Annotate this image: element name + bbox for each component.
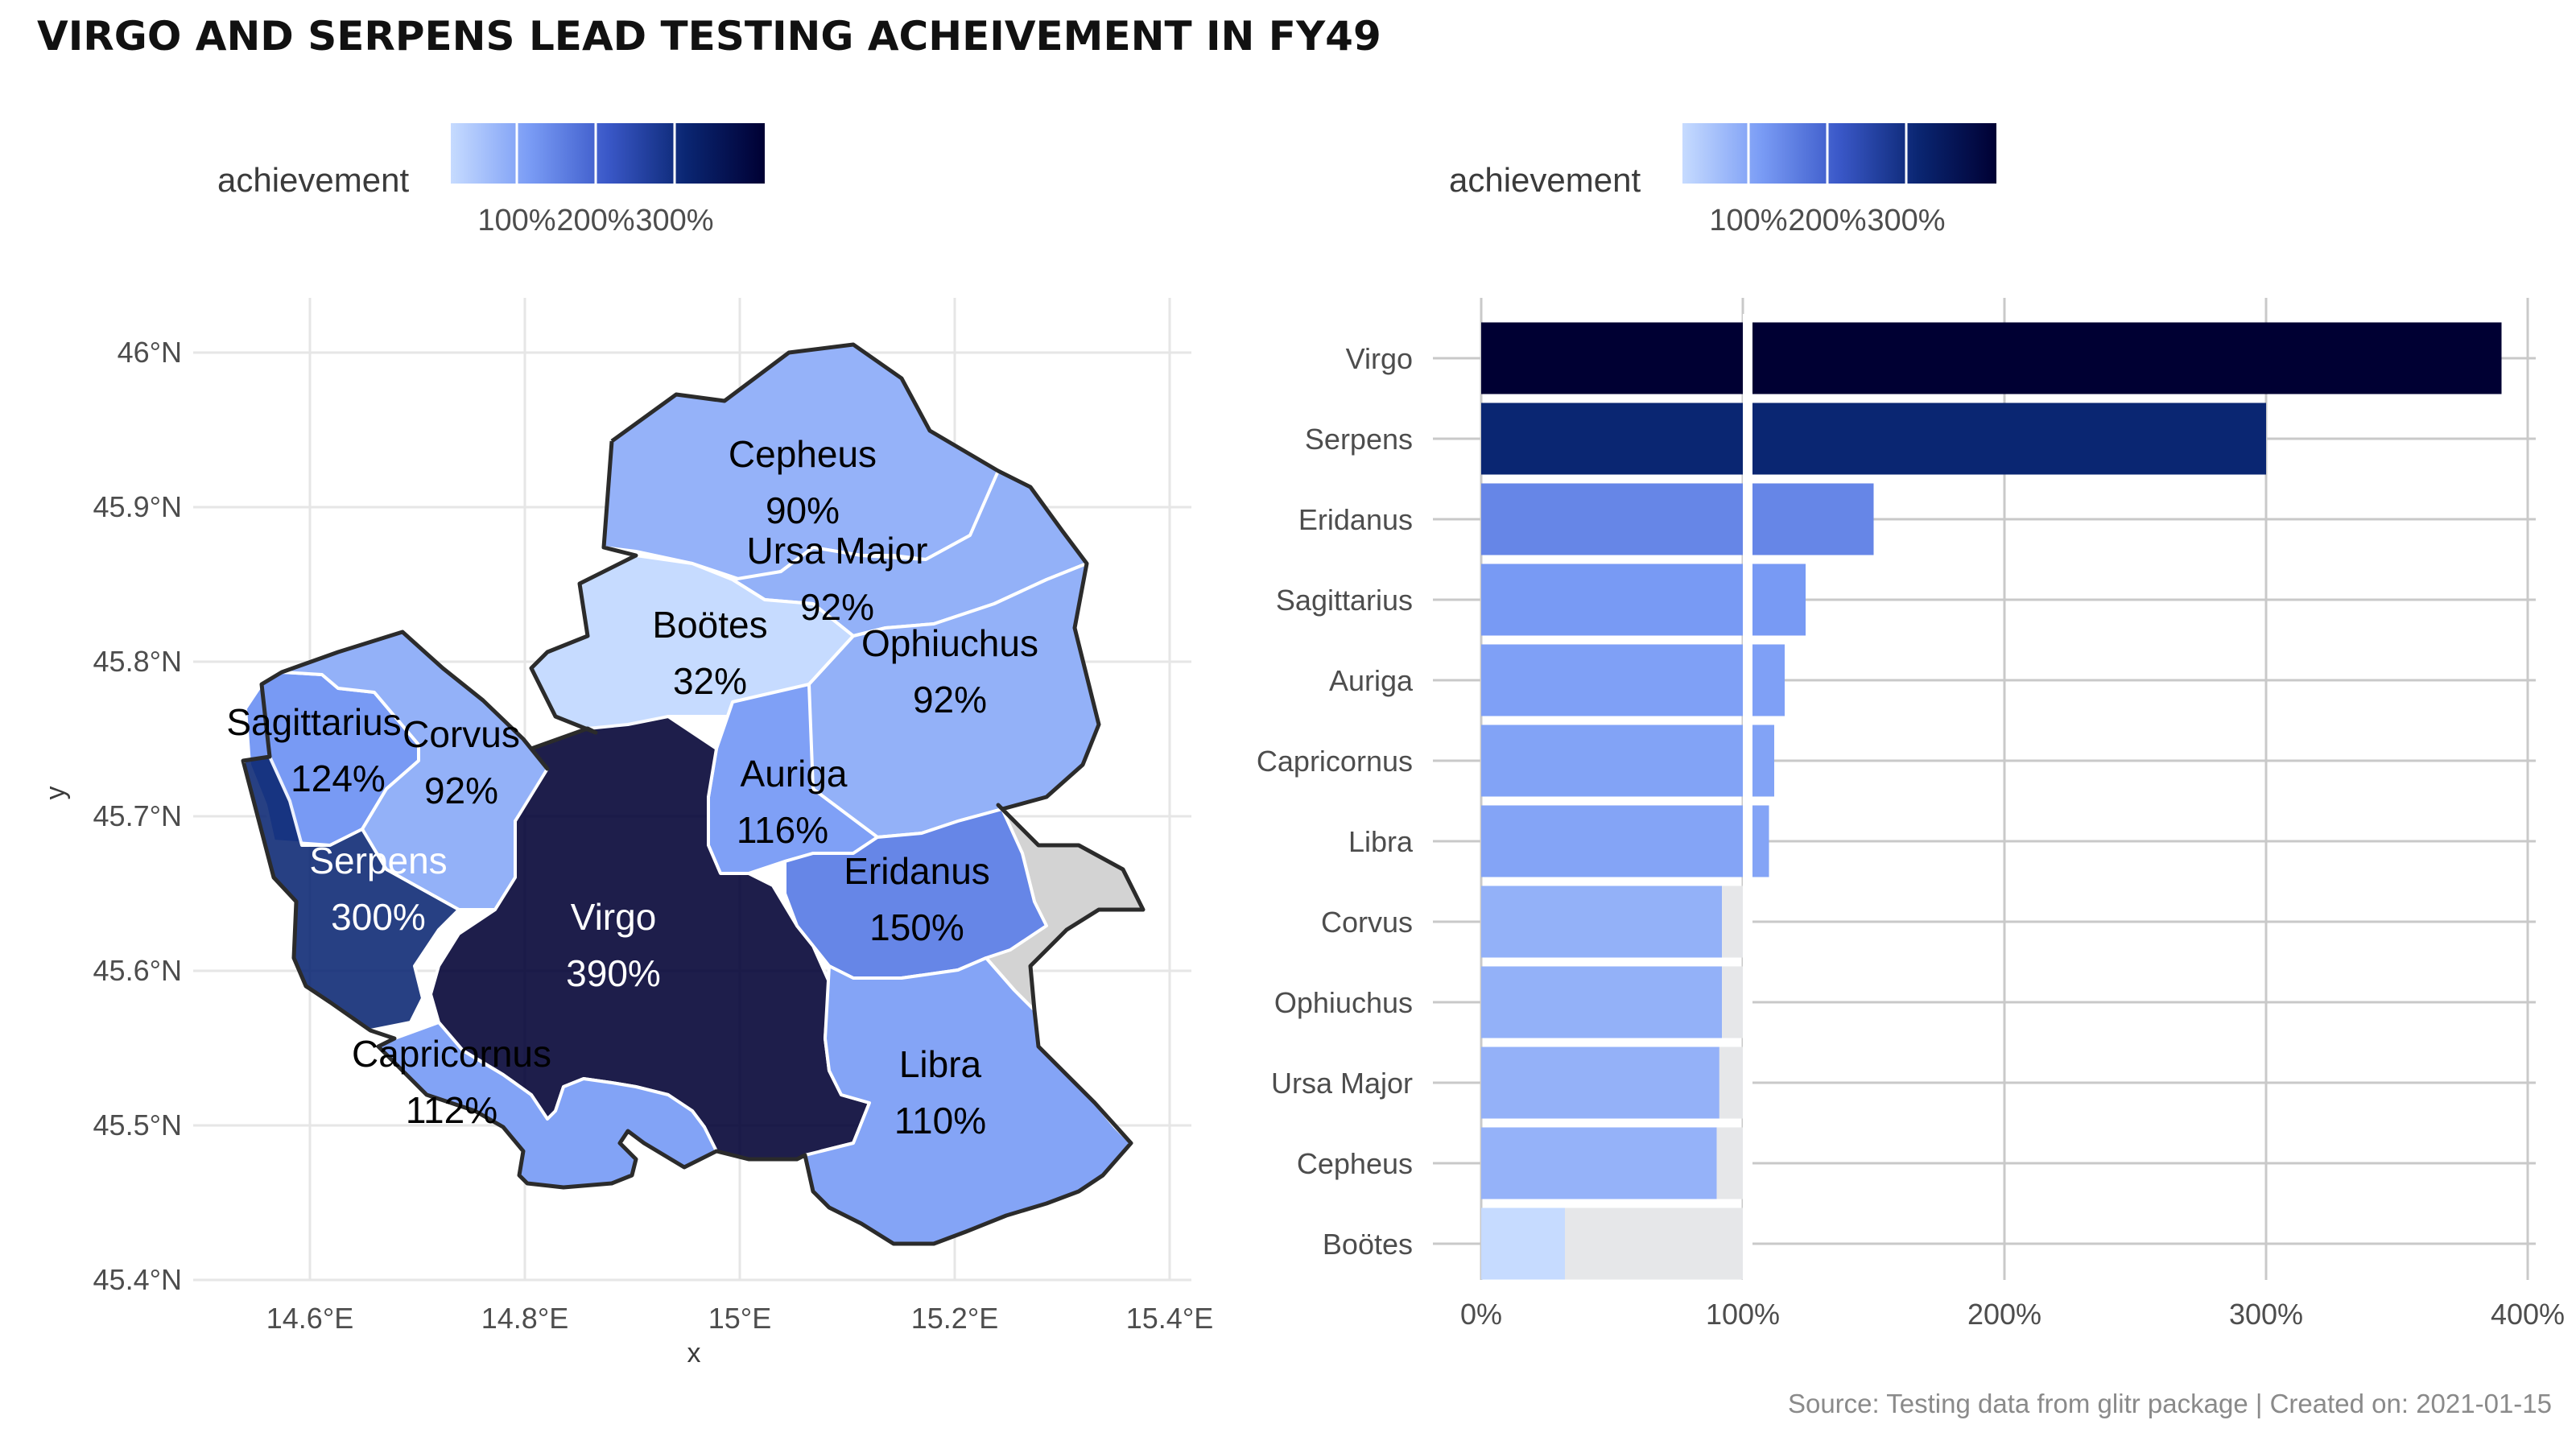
bar-category-label: Virgo (1346, 342, 1413, 375)
region-value-label: 92% (424, 770, 498, 811)
map-region-labels: Cepheus 90% Ursa Major 92% Boötes 32% Op… (226, 433, 1038, 1141)
map-legend-title: achievement (217, 161, 409, 199)
bar-marks (1481, 314, 2502, 1288)
region-value-label: 390% (566, 952, 661, 994)
bar-legend-tick: 200% (1788, 204, 1866, 237)
bar-legend-tick: 300% (1867, 204, 1945, 237)
region-value-label: 112% (406, 1089, 497, 1131)
bar-category-label: Libra (1348, 825, 1414, 858)
map-x-tick: 15.2°E (911, 1302, 998, 1335)
bar (1481, 1127, 1717, 1199)
region-name-label: Capricornus (352, 1033, 551, 1075)
bar (1481, 886, 1722, 958)
bar (1481, 1046, 1719, 1119)
region-name-label: Sagittarius (226, 701, 401, 743)
map-y-tick: 46°N (118, 336, 182, 369)
bar-category-label: Auriga (1329, 664, 1414, 697)
map-x-tick: 15°E (708, 1302, 771, 1335)
bar (1481, 564, 1806, 636)
chart-title: VIRGO AND SERPENS LEAD TESTING ACHEIVEME… (37, 13, 1381, 60)
map-legend: achievement 100% 200% 300% (217, 123, 765, 237)
bar-x-tick: 0% (1460, 1298, 1502, 1331)
bar (1481, 644, 1785, 716)
region-name-label: Auriga (741, 753, 848, 795)
bar-category-label: Ophiuchus (1274, 986, 1413, 1019)
bar-legend: achievement 100% 200% 300% (1449, 123, 1996, 237)
bar-category-label: Serpens (1305, 423, 1413, 456)
bar-panel: achievement 100% 200% 300% Virgo Serpens E… (1257, 123, 2565, 1331)
region-value-label: 32% (673, 660, 747, 702)
region-value-label: 150% (869, 906, 964, 948)
region-value-label: 116% (737, 809, 828, 851)
region-name-label: Ophiuchus (861, 622, 1038, 664)
map-outer-border (241, 342, 1146, 1246)
region-value-label: 90% (766, 489, 840, 531)
region-name-label: Virgo (571, 896, 657, 938)
bar (1481, 402, 2266, 475)
bar (1481, 805, 1769, 877)
map-legend-tick: 200% (556, 204, 634, 237)
region-value-label: 92% (800, 586, 874, 628)
bar-x-tick: 100% (1706, 1298, 1780, 1331)
map-y-tick: 45.7°N (93, 799, 182, 832)
map-x-tick: 14.6°E (266, 1302, 353, 1335)
map-x-axis-title: x (687, 1338, 701, 1368)
bar-x-axis: 0% 100% 200% 300% 400% (1460, 1298, 2565, 1331)
map-y-tick: 45.5°N (93, 1108, 182, 1141)
map-y-axis-title: y (40, 786, 71, 800)
map-y-tick: 45.8°N (93, 645, 182, 678)
bar-category-label: Corvus (1321, 906, 1413, 939)
map-x-axis: 14.6°E 14.8°E 15°E 15.2°E 15.4°E x (266, 1302, 1213, 1368)
map-x-tick: 14.8°E (481, 1302, 568, 1335)
bar-x-tick: 400% (2491, 1298, 2565, 1331)
map-y-tick: 45.6°N (93, 954, 182, 987)
map-y-tick: 45.9°N (93, 490, 182, 523)
region-value-label: 92% (913, 679, 987, 720)
map-x-tick: 15.4°E (1126, 1302, 1213, 1335)
map-y-axis: 46°N 45.9°N 45.8°N 45.7°N 45.6°N 45.5°N … (40, 336, 182, 1296)
bar-category-label: Eridanus (1298, 503, 1413, 536)
bar (1481, 1208, 1565, 1280)
map-y-tick: 45.4°N (93, 1263, 182, 1296)
bar-x-tick: 300% (2229, 1298, 2303, 1331)
map-legend-tick: 100% (477, 204, 555, 237)
bar-category-label: Cepheus (1297, 1147, 1413, 1180)
bar (1481, 966, 1722, 1038)
bar-x-tick: 200% (1967, 1298, 2041, 1331)
bar-category-label: Capricornus (1257, 745, 1413, 778)
region-name-label: Cepheus (729, 433, 877, 475)
bar-category-label: Sagittarius (1276, 584, 1413, 617)
chart-caption: Source: Testing data from glitr package … (1788, 1389, 2552, 1418)
bar-legend-tick: 100% (1709, 204, 1787, 237)
region-name-label: Ursa Major (747, 530, 928, 572)
region-name-label: Serpens (309, 840, 447, 881)
map-legend-colorbar (451, 123, 765, 184)
region-name-label: Corvus (402, 713, 520, 755)
bar-category-label: Ursa Major (1271, 1067, 1413, 1100)
bar-legend-colorbar (1682, 123, 1996, 184)
map-legend-tick: 300% (635, 204, 713, 237)
region-value-label: 300% (331, 896, 426, 938)
region-value-label: 124% (291, 758, 386, 799)
region-name-label: Eridanus (844, 850, 990, 892)
region-value-label: 110% (894, 1100, 986, 1141)
map-panel: achievement 100% 200% 300% 46°N (40, 123, 1213, 1368)
bar (1481, 724, 1774, 797)
map-regions (241, 342, 1146, 1246)
bar-category-label: Boötes (1323, 1228, 1413, 1261)
bar-legend-title: achievement (1449, 161, 1641, 199)
region-name-label: Boötes (652, 604, 767, 646)
bar (1481, 322, 2502, 394)
region-name-label: Libra (899, 1043, 982, 1085)
bar (1481, 483, 1874, 555)
bar-category-labels: Virgo Serpens Eridanus Sagittarius Auriga Cap… (1257, 342, 1414, 1261)
